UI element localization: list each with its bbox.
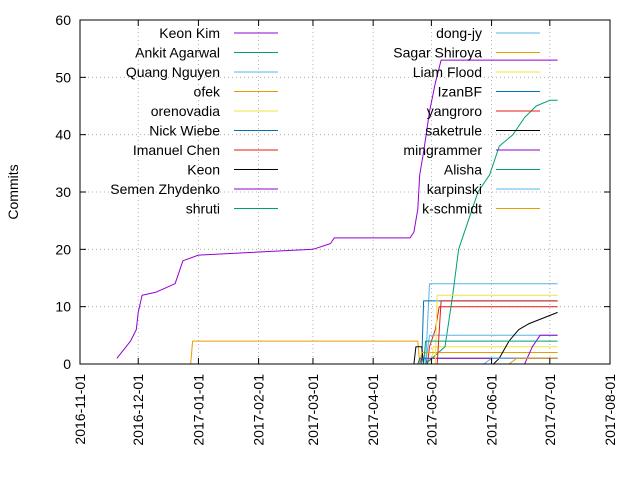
series-line-10 [425, 334, 558, 365]
y-tick-label: 40 [55, 127, 71, 143]
series-line-19 [508, 357, 558, 365]
legend-label: Keon [187, 162, 220, 178]
y-tick-label: 30 [55, 184, 71, 200]
x-tick-label: 2017-06-01 [484, 374, 500, 446]
series-line-14 [436, 300, 558, 365]
legend-label: Nick Wiebe [149, 123, 220, 139]
legend-label: Ankit Agarwal [135, 45, 220, 61]
legend-label: saketrule [425, 123, 482, 139]
series-line-5 [421, 300, 558, 365]
series-line-2 [425, 283, 558, 365]
series-line-13 [417, 357, 428, 365]
x-tick-label: 2017-07-01 [542, 374, 558, 446]
series-line-12 [434, 294, 558, 365]
series-line-8 [419, 357, 558, 365]
legend-label: Sagar Shiroya [393, 45, 482, 61]
legend-label: mingrammer [403, 142, 482, 158]
series-line-17 [423, 340, 558, 365]
x-tick-label: 2016-11-01 [72, 374, 88, 445]
legend-label: Alisha [444, 162, 482, 178]
legend-label: dong-jy [436, 25, 482, 41]
legend-label: Liam Flood [413, 64, 482, 80]
series-line-15 [493, 311, 558, 365]
y-tick-label: 20 [55, 241, 71, 257]
legend-label: IzanBF [438, 84, 482, 100]
x-tick-label: 2017-01-01 [190, 374, 206, 446]
x-tick-label: 2017-05-01 [423, 374, 439, 446]
axes: 0 10 20 30 40 50 60 2016-11-01 2016-12-01 2017-01… [55, 12, 618, 446]
x-tick-label: 2017-03-01 [305, 374, 321, 446]
legend-label: Imanuel Chen [133, 142, 220, 158]
x-tick-label: 2017-04-01 [365, 374, 381, 446]
y-tick-label: 50 [55, 69, 71, 85]
legend: Keon Kim Ankit Agarwal Quang Nguyen ofek ore… [110, 25, 540, 217]
y-axis-label: Commits [5, 164, 21, 219]
series-line-7 [413, 346, 425, 365]
series-line-3 [190, 340, 421, 365]
series-line-4 [430, 346, 558, 365]
legend-label: k-schmidt [422, 201, 482, 217]
x-tick-label: 2017-02-01 [251, 374, 267, 446]
x-tick-label: 2017-08-01 [602, 374, 618, 446]
y-tick-label: 60 [55, 12, 71, 28]
y-tick-label: 10 [55, 299, 71, 315]
legend-label: ofek [194, 84, 221, 100]
legend-label: shruti [186, 201, 220, 217]
series-line-11 [419, 352, 558, 365]
legend-label: karpinski [427, 181, 482, 197]
legend-label: yangroro [427, 103, 482, 119]
legend-label: Quang Nguyen [126, 64, 220, 80]
series-line-0 [116, 59, 558, 359]
grid [80, 20, 610, 364]
series-line-16 [524, 334, 558, 365]
legend-label: orenovadia [151, 103, 220, 119]
y-tick-label: 0 [63, 356, 71, 372]
legend-label: Keon Kim [159, 25, 220, 41]
x-tick-label: 2016-12-01 [130, 374, 146, 446]
legend-label: Semen Zhydenko [110, 181, 220, 197]
